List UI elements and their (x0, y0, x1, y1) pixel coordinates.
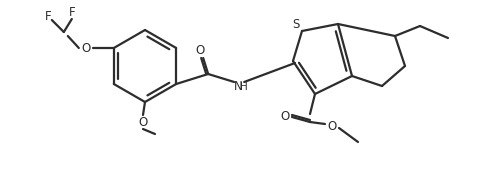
Text: H: H (240, 82, 248, 92)
Text: F: F (68, 6, 75, 18)
Text: O: O (195, 44, 205, 57)
Text: O: O (280, 110, 290, 124)
Text: N: N (234, 81, 243, 93)
Text: O: O (81, 42, 91, 54)
Text: S: S (292, 18, 300, 31)
Text: O: O (138, 116, 148, 129)
Text: F: F (44, 10, 51, 22)
Text: O: O (327, 120, 337, 132)
